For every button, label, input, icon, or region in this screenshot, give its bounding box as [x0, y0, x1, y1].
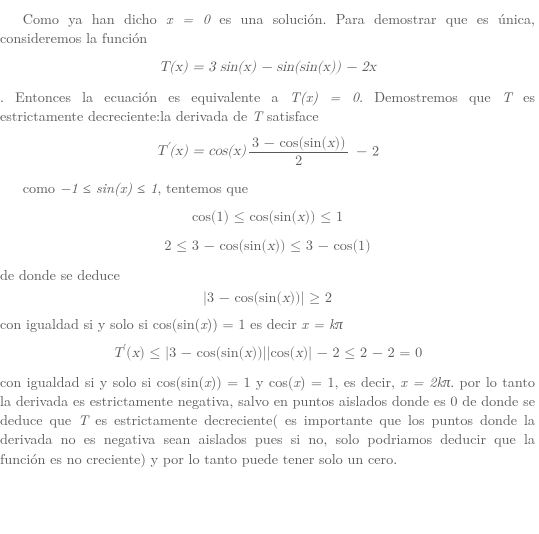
text: Como ya han dicho	[23, 9, 166, 29]
math-display: T′(x) = cos(x)	[156, 144, 246, 158]
math-display: cos(1) ≤ cos(sin(x)) ≤ 1	[192, 210, 343, 224]
equation-4: 2 ≤ 3 − cos(sin(x)) ≤ 3 − cos(1)	[0, 237, 535, 256]
text: . Entonces la ecuación es equivalente a	[0, 87, 290, 107]
paragraph-4: de donde se deduce	[0, 266, 535, 285]
math-inline: x = kπ	[301, 314, 342, 334]
text: con igualdad si y solo si	[0, 372, 157, 392]
math-inline: T	[502, 87, 512, 107]
text: como	[23, 178, 60, 198]
text: satisface	[262, 106, 319, 126]
paragraph-5: con igualdad si y solo si cos(sin(x)) = …	[0, 315, 535, 334]
math-inline: x = 2kπ	[400, 372, 450, 392]
math-display: 2 ≤ 3 − cos(sin(x)) ≤ 3 − cos(1)	[164, 239, 370, 253]
math-inline: T	[78, 410, 88, 430]
math-inline: cos(sin(x)) = 1	[153, 314, 246, 334]
equation-3: cos(1) ≤ cos(sin(x)) ≤ 1	[0, 208, 535, 227]
math-display: T′(x) ≤ |3 − cos(sin(x))||cos(x)| − 2 ≤ …	[113, 346, 423, 360]
paragraph-2: . Entonces la ecuación es equivalente a …	[0, 88, 535, 126]
math-inline: T(x) = 0	[290, 87, 360, 107]
text: y	[251, 372, 269, 392]
math-inline: −1 ≤ sin(x) ≤ 1	[60, 178, 158, 198]
text: de donde se deduce	[0, 265, 120, 285]
equation-5: |3 − cos(sin(x))| ≥ 2	[0, 289, 535, 308]
text: con igualdad si y solo si	[0, 314, 153, 334]
math-inline: T	[252, 106, 262, 126]
equation-2: T′(x) = cos(x)3 − cos(sin(x))2 − 2	[0, 136, 535, 169]
math-document: Como ya han dicho x = 0 es una solución.…	[0, 0, 539, 485]
paragraph-1: Como ya han dicho x = 0 es una solución.…	[0, 10, 535, 48]
text: es decir	[245, 314, 301, 334]
math-display: T(x) = 3 sin(x) − sin(sin(x)) − 2x	[159, 60, 376, 74]
numerator: 3 − cos(sin(x))	[249, 136, 349, 153]
text: , tentemos que	[157, 178, 248, 198]
math-inline: x = 0	[166, 9, 210, 29]
math-inline: cos(x) = 1	[269, 372, 335, 392]
math-display: − 2	[351, 144, 379, 158]
text: . Demostremos que	[359, 87, 502, 107]
equation-1: T(x) = 3 sin(x) − sin(sin(x)) − 2x	[0, 58, 535, 77]
denominator: 2	[249, 153, 349, 169]
fraction: 3 − cos(sin(x))2	[249, 136, 349, 169]
paragraph-3: como −1 ≤ sin(x) ≤ 1, tentemos que	[0, 179, 535, 198]
equation-6: T′(x) ≤ |3 − cos(sin(x))||cos(x)| − 2 ≤ …	[0, 344, 535, 363]
text: , es decir,	[334, 372, 400, 392]
paragraph-6: con igualdad si y solo si cos(sin(x)) = …	[0, 373, 535, 469]
math-inline: cos(sin(x)) = 1	[157, 372, 251, 392]
math-display: |3 − cos(sin(x))| ≥ 2	[203, 291, 332, 305]
